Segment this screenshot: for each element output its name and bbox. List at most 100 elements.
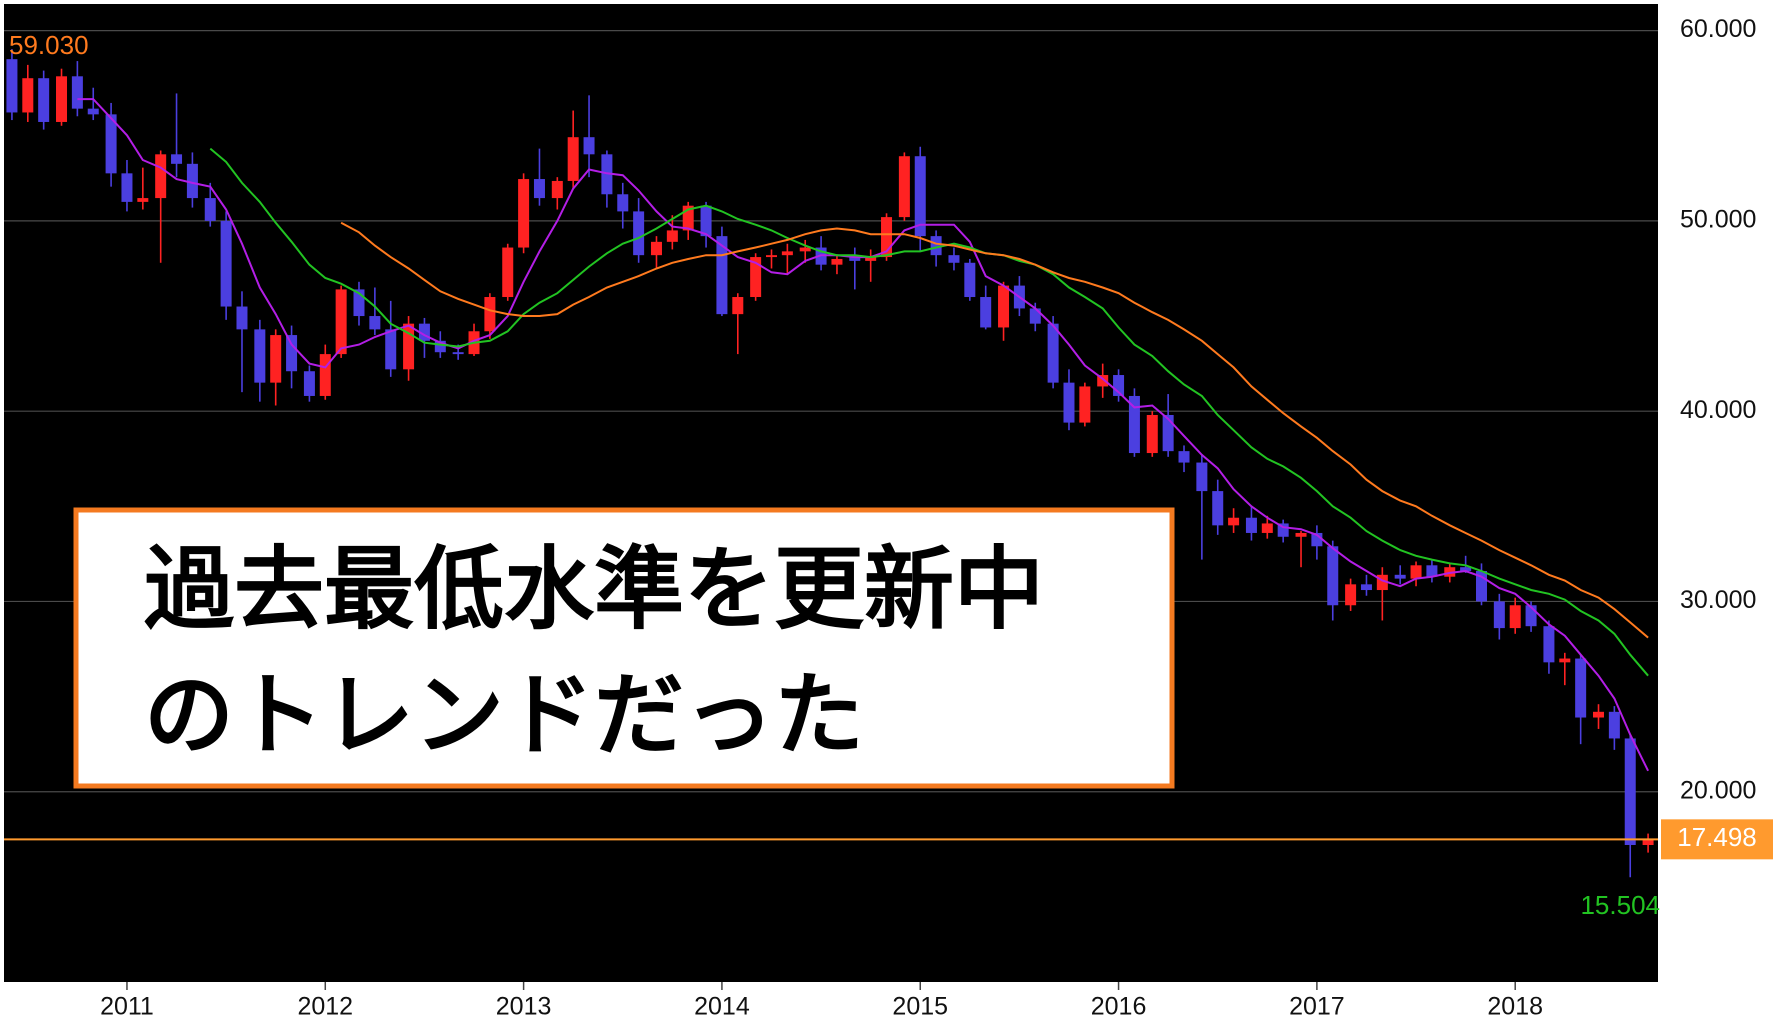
candle-body: [567, 137, 579, 181]
candle-body: [1178, 451, 1190, 463]
annotation-frame: [73, 507, 1175, 789]
candle-body: [865, 257, 877, 261]
candle-body: [732, 297, 744, 315]
candle-body: [236, 306, 248, 330]
candle-body: [980, 297, 992, 328]
candle-body: [286, 335, 298, 372]
x-tick-label: 2015: [892, 993, 948, 1021]
candle-body: [1475, 571, 1487, 602]
candle-body: [1327, 546, 1339, 606]
candle-body: [1493, 601, 1505, 629]
candle-body: [171, 154, 183, 164]
candle-body: [1608, 711, 1620, 739]
candle-body: [87, 108, 99, 115]
candle-body: [369, 316, 381, 330]
candle-body: [716, 236, 728, 315]
candle-body: [1261, 523, 1273, 533]
y-tick-label: 60.000: [1680, 15, 1756, 43]
candle-body: [682, 205, 694, 231]
candle-body: [849, 257, 861, 261]
candle-body: [434, 340, 446, 353]
candle-body: [105, 114, 117, 174]
candle-body: [998, 285, 1010, 328]
candle-body: [1575, 658, 1587, 718]
candle-body: [1624, 738, 1636, 846]
x-tick-label: 2012: [297, 993, 353, 1021]
candle-body: [1509, 605, 1521, 629]
last-price-label: 17.498: [1677, 822, 1757, 852]
candle-body: [1295, 532, 1307, 537]
candle-body: [1360, 584, 1372, 591]
candle-body: [1097, 375, 1109, 387]
candle-body: [1146, 414, 1158, 454]
candle-body: [583, 137, 595, 155]
min-label: 15.504: [1580, 890, 1660, 920]
candle-body: [38, 78, 50, 122]
candle-body: [1376, 574, 1388, 591]
candle-body: [1029, 308, 1041, 324]
candle-body: [766, 255, 778, 258]
candle-body: [220, 220, 232, 307]
x-tick-label: 2017: [1289, 993, 1345, 1021]
annotation-line: 過去最低水準を更新中: [144, 537, 1044, 642]
candle-body: [617, 194, 629, 212]
moving-average-line: [209, 147, 1649, 677]
candle-body: [403, 323, 415, 370]
candle-body: [831, 258, 843, 265]
y-tick-label: 50.000: [1680, 206, 1756, 234]
y-tick-label: 20.000: [1680, 776, 1756, 804]
candle-body: [137, 198, 149, 202]
candle-body: [1543, 626, 1555, 663]
candle-body: [186, 163, 198, 199]
candle-body: [518, 179, 530, 248]
moving-average-line: [340, 221, 1649, 639]
candle-body: [71, 76, 83, 109]
candle-body: [633, 211, 645, 256]
candle-body: [948, 255, 960, 263]
candle-body: [1311, 532, 1323, 547]
candle-body: [1245, 517, 1257, 533]
candle-body: [898, 156, 910, 218]
candle-body: [254, 329, 266, 383]
candle-body: [1212, 491, 1224, 526]
candle-body: [335, 289, 347, 355]
candle-body: [914, 156, 926, 237]
last-price-box: [1661, 819, 1773, 860]
candle-body: [502, 247, 514, 298]
x-tick-label: 2013: [496, 993, 552, 1021]
x-tick-label: 2011: [100, 993, 154, 1021]
candle-body: [353, 289, 365, 317]
candle-body: [964, 262, 976, 298]
y-tick-label: 40.000: [1680, 396, 1756, 424]
candle-body: [1394, 574, 1406, 579]
candle-body: [418, 323, 430, 341]
candle-body: [56, 76, 68, 122]
candle-body: [700, 205, 712, 237]
candle-body: [799, 247, 811, 252]
candle-body: [781, 251, 793, 256]
candle-body: [750, 257, 762, 298]
candle-body: [121, 173, 133, 202]
candle-body: [1593, 711, 1605, 718]
max-label: 59.030: [9, 30, 89, 60]
y-tick-label: 30.000: [1680, 586, 1756, 614]
x-tick-label: 2018: [1487, 993, 1543, 1021]
candle-body: [1525, 605, 1537, 627]
candle-body: [1460, 567, 1472, 572]
candle-body: [551, 180, 563, 199]
candle-body: [6, 59, 18, 113]
candle-body: [533, 179, 545, 199]
candle-body: [930, 236, 942, 256]
candle-body: [881, 217, 893, 258]
candle-body: [303, 371, 315, 396]
candle-body: [666, 230, 678, 242]
candle-body: [1345, 584, 1357, 606]
annotation-box: 過去最低水準を更新中 のトレンドだった: [73, 507, 1175, 789]
candle-body: [155, 154, 167, 199]
marks: [6, 49, 1654, 878]
candle-body: [650, 241, 662, 256]
x-tick-label: 2014: [694, 993, 750, 1021]
candle-body: [1228, 517, 1240, 526]
candle-body: [1410, 565, 1422, 579]
